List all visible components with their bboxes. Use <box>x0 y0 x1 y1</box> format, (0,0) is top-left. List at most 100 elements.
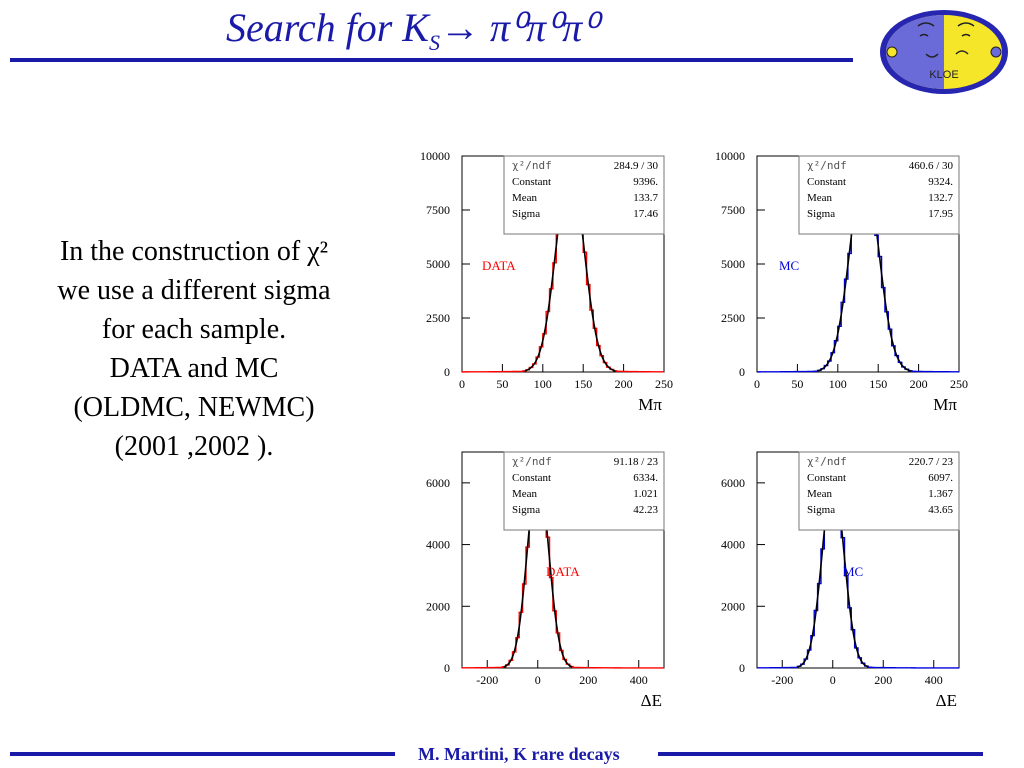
y-tick-label: 0 <box>739 365 745 379</box>
x-tick-label: 400 <box>630 673 648 687</box>
stats-label: χ²/ndf <box>512 455 552 468</box>
histogram-data-mpi: 0 2500 5000 7500 10000 0 50 100 150 200 250 χ²/ndf 2… <box>420 150 673 414</box>
stats-label: χ²/ndf <box>807 455 847 468</box>
y-tick-label: 0 <box>739 661 745 675</box>
stats-value: 132.7 <box>928 192 953 204</box>
stats-label: Sigma <box>807 504 835 516</box>
x-tick-label: 250 <box>950 377 968 391</box>
title-subscript: S <box>428 30 440 55</box>
x-tick-label: 200 <box>910 377 928 391</box>
histogram-data-de: 0 2000 4000 6000 -200 0 200 400 χ²/ndf 91.18 / 23… <box>426 451 665 710</box>
slide-title: Search for KS→ π⁰π⁰π⁰ <box>226 4 598 56</box>
x-tick-label: -200 <box>476 673 498 687</box>
body-line: In the construction of χ² <box>59 236 329 267</box>
logo-text: KLOE <box>929 69 958 81</box>
x-tick-label: 150 <box>869 377 887 391</box>
body-line: DATA and MC <box>109 353 279 384</box>
stats-value: 460.6 / 30 <box>909 160 954 172</box>
body-line: for each sample. <box>101 314 287 345</box>
stats-label: Constant <box>807 472 846 484</box>
x-tick-label: 200 <box>615 377 633 391</box>
x-tick-label: 50 <box>791 377 803 391</box>
sample-label: MC <box>843 564 863 579</box>
x-axis-label: Mπ <box>638 395 662 414</box>
stats-label: Mean <box>512 488 538 500</box>
y-tick-label: 5000 <box>721 257 745 271</box>
explanation-text: In the construction of χ² we use a diffe… <box>18 232 370 466</box>
stats-value: 17.46 <box>633 208 658 220</box>
stats-value: 9324. <box>928 176 953 188</box>
x-tick-label: 250 <box>655 377 673 391</box>
stats-box <box>503 451 665 531</box>
stats-value: 17.95 <box>928 208 953 220</box>
stats-label: Mean <box>807 488 833 500</box>
x-tick-label: 50 <box>496 377 508 391</box>
x-tick-label: 200 <box>579 673 597 687</box>
title-tail: → π⁰π⁰π⁰ <box>439 5 599 50</box>
y-tick-label: 2000 <box>721 599 745 613</box>
y-tick-label: 7500 <box>721 203 745 217</box>
sample-label: MC <box>779 258 799 273</box>
x-axis-label: ΔE <box>936 691 957 710</box>
title-main: Search for K <box>226 5 429 50</box>
body-line: we use a different sigma <box>57 275 331 306</box>
x-tick-label: 150 <box>574 377 592 391</box>
x-axis-label: Mπ <box>933 395 957 414</box>
x-tick-label: 200 <box>874 673 892 687</box>
stats-box <box>503 155 665 235</box>
stats-value: 284.9 / 30 <box>614 160 659 172</box>
x-tick-label: 0 <box>754 377 760 391</box>
x-tick-label: 100 <box>829 377 847 391</box>
stats-value: 43.65 <box>928 504 953 516</box>
stats-label: Constant <box>512 472 551 484</box>
x-tick-label: 0 <box>535 673 541 687</box>
x-axis-label: ΔE <box>641 691 662 710</box>
x-tick-label: 0 <box>459 377 465 391</box>
y-tick-label: 6000 <box>426 476 450 490</box>
y-tick-label: 2000 <box>426 599 450 613</box>
y-tick-label: 4000 <box>426 538 450 552</box>
stats-label: Constant <box>512 176 551 188</box>
footer-rule-left <box>10 752 395 756</box>
y-tick-label: 7500 <box>426 203 450 217</box>
stats-value: 91.18 / 23 <box>614 456 659 468</box>
histogram-mc-de: 0 2000 4000 6000 -200 0 200 400 χ²/ndf 220.7 / 23… <box>721 451 960 710</box>
y-tick-label: 0 <box>444 661 450 675</box>
y-tick-label: 10000 <box>715 150 745 163</box>
y-tick-label: 5000 <box>426 257 450 271</box>
x-tick-label: 400 <box>925 673 943 687</box>
footer-rule-right <box>658 752 983 756</box>
stats-label: Sigma <box>807 208 835 220</box>
x-tick-label: -200 <box>771 673 793 687</box>
stats-label: Sigma <box>512 208 540 220</box>
y-tick-label: 2500 <box>426 311 450 325</box>
stats-box <box>798 155 960 235</box>
title-underline <box>10 58 853 62</box>
stats-value: 9396. <box>633 176 658 188</box>
stats-label: Constant <box>807 176 846 188</box>
stats-label: Mean <box>512 192 538 204</box>
stats-label: Mean <box>807 192 833 204</box>
stats-label: Sigma <box>512 504 540 516</box>
body-line: (OLDMC, NEWMC) <box>73 392 315 423</box>
stats-value: 220.7 / 23 <box>909 456 954 468</box>
stats-value: 1.367 <box>928 488 953 500</box>
y-tick-label: 6000 <box>721 476 745 490</box>
kloe-logo-icon: KLOE <box>880 10 1008 94</box>
stats-value: 6334. <box>633 472 658 484</box>
stats-value: 133.7 <box>633 192 658 204</box>
stats-value: 42.23 <box>633 504 658 516</box>
y-tick-label: 2500 <box>721 311 745 325</box>
y-tick-label: 0 <box>444 365 450 379</box>
x-tick-label: 100 <box>534 377 552 391</box>
x-tick-label: 0 <box>830 673 836 687</box>
y-tick-label: 4000 <box>721 538 745 552</box>
stats-value: 6097. <box>928 472 953 484</box>
body-line: (2001 ,2002 ). <box>114 431 274 462</box>
stats-label: χ²/ndf <box>512 159 552 172</box>
sample-label: DATA <box>482 258 516 273</box>
histogram-mc-mpi: 0 2500 5000 7500 10000 0 50 100 150 200 250 χ²/ndf 4… <box>715 150 968 414</box>
sample-label: DATA <box>546 564 580 579</box>
stats-value: 1.021 <box>633 488 658 500</box>
stats-label: χ²/ndf <box>807 159 847 172</box>
